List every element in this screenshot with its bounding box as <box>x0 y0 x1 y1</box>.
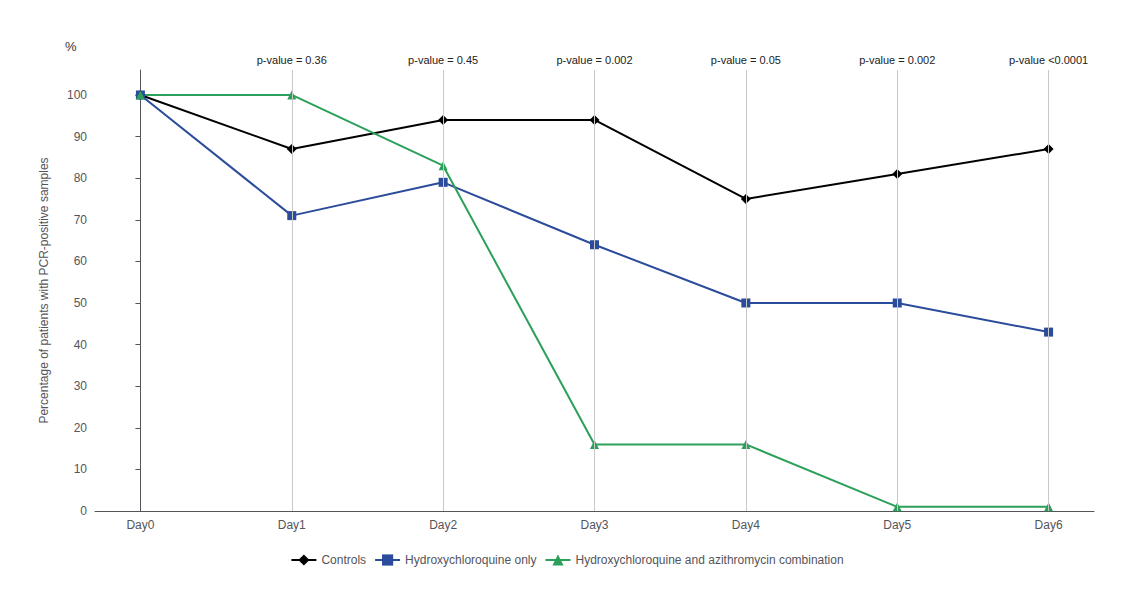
svg-text:90: 90 <box>74 130 88 144</box>
svg-text:100: 100 <box>67 88 87 102</box>
svg-text:30: 30 <box>74 379 88 393</box>
svg-text:Hydroxychloroquine only: Hydroxychloroquine only <box>405 553 536 567</box>
svg-text:p-value = 0.45: p-value = 0.45 <box>408 54 478 66</box>
svg-text:60: 60 <box>74 254 88 268</box>
svg-text:Day0: Day0 <box>126 518 154 532</box>
svg-text:Day3: Day3 <box>580 518 608 532</box>
svg-text:80: 80 <box>74 171 88 185</box>
svg-text:0: 0 <box>80 504 87 518</box>
svg-text:Day1: Day1 <box>278 518 306 532</box>
svg-text:p-value = 0.002: p-value = 0.002 <box>859 54 935 66</box>
svg-text:40: 40 <box>74 338 88 352</box>
svg-text:Day4: Day4 <box>732 518 760 532</box>
svg-text:70: 70 <box>74 213 88 227</box>
svg-text:Day6: Day6 <box>1035 518 1063 532</box>
svg-text:Day5: Day5 <box>883 518 911 532</box>
svg-text:20: 20 <box>74 421 88 435</box>
svg-text:Hydroxychloroquine and azithro: Hydroxychloroquine and azithromycin comb… <box>575 553 843 567</box>
svg-text:50: 50 <box>74 296 88 310</box>
svg-text:p-value = 0.36: p-value = 0.36 <box>257 54 327 66</box>
svg-text:Percentage of patients with PC: Percentage of patients with PCR-positive… <box>37 157 51 423</box>
svg-text:Day2: Day2 <box>429 518 457 532</box>
svg-text:p-value <0.0001: p-value <0.0001 <box>1009 54 1088 66</box>
svg-text:10: 10 <box>74 462 88 476</box>
svg-text:p-value = 0.05: p-value = 0.05 <box>711 54 781 66</box>
svg-text:p-value = 0.002: p-value = 0.002 <box>556 54 632 66</box>
svg-text:Controls: Controls <box>321 553 366 567</box>
svg-text:%: % <box>65 39 77 54</box>
